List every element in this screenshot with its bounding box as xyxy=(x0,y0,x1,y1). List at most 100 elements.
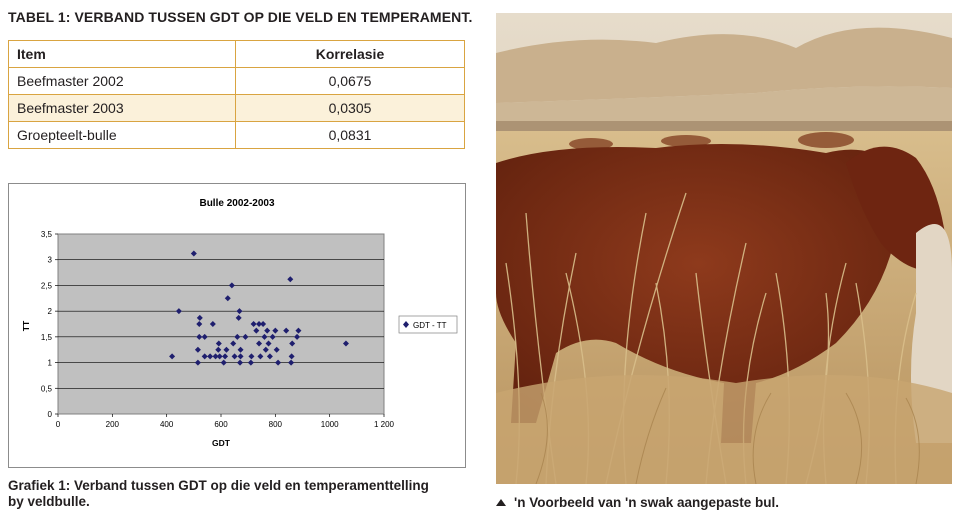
row-item: Groepteelt-bulle xyxy=(8,121,236,149)
x-tick-label: 200 xyxy=(106,420,120,429)
scatter-chart: Bulle 2002-2003 0 0,5 1 1,5 2 2,5 3 3,5 0 200 400 6… xyxy=(21,198,458,448)
row-item: Beefmaster 2002 xyxy=(8,67,236,95)
table-row: Beefmaster 2003 0,0305 xyxy=(8,94,465,122)
data-point xyxy=(294,333,301,340)
row-value: 0,0675 xyxy=(235,67,465,95)
x-axis-label: GDT xyxy=(212,438,231,448)
x-tick-label: 0 xyxy=(56,420,61,429)
data-point xyxy=(275,359,282,366)
x-tick-label: 400 xyxy=(160,420,174,429)
data-point xyxy=(248,353,255,360)
table-title: TABEL 1: VERBAND TUSSEN GDT OP DIE VELD … xyxy=(8,9,473,25)
data-point xyxy=(237,346,244,353)
data-point xyxy=(215,340,222,347)
chart-title: Bulle 2002-2003 xyxy=(199,198,274,209)
data-point xyxy=(194,359,201,366)
data-point xyxy=(209,321,216,327)
data-point xyxy=(201,333,208,340)
data-point xyxy=(234,333,241,340)
data-point xyxy=(266,353,273,360)
data-point xyxy=(264,327,271,334)
data-point xyxy=(242,333,249,340)
row-item: Beefmaster 2003 xyxy=(8,94,236,122)
data-point xyxy=(222,353,229,360)
data-point xyxy=(231,353,238,360)
data-point xyxy=(342,340,349,347)
data-point xyxy=(272,327,279,334)
table-row: Groepteelt-bulle 0,0831 xyxy=(8,121,465,149)
photo-caption: 'n Voorbeeld van 'n swak aangepaste bul. xyxy=(496,495,779,510)
data-point xyxy=(196,314,203,321)
y-tick-label: 1,5 xyxy=(41,333,53,342)
legend-label: GDT - TT xyxy=(413,321,447,330)
data-point xyxy=(237,359,244,366)
data-point xyxy=(169,353,176,360)
grid-lines xyxy=(58,259,384,389)
table-header-row: Item Korrelasie xyxy=(8,40,465,68)
triangle-up-icon xyxy=(496,499,506,506)
legend-marker xyxy=(403,321,409,328)
data-point xyxy=(265,340,272,347)
data-point xyxy=(287,276,294,283)
data-point xyxy=(256,321,263,327)
data-point xyxy=(194,346,201,353)
x-tick-label: 800 xyxy=(269,420,283,429)
data-point xyxy=(215,346,222,353)
photo-caption-text: 'n Voorbeeld van 'n swak aangepaste bul. xyxy=(514,495,779,510)
data-point xyxy=(261,333,268,340)
data-point xyxy=(236,308,243,315)
data-point xyxy=(190,250,197,257)
data-point xyxy=(196,333,203,340)
data-point xyxy=(256,340,263,347)
axes: 0 0,5 1 1,5 2 2,5 3 3,5 0 200 400 600 800 1000 1 200 xyxy=(41,230,395,429)
y-tick-label: 0,5 xyxy=(41,384,53,393)
chart-legend: GDT - TT xyxy=(398,315,458,334)
data-point xyxy=(216,353,223,360)
photo-illustration xyxy=(496,13,952,485)
table-row: Beefmaster 2002 0,0675 xyxy=(8,67,465,95)
x-tick-label: 1 200 xyxy=(374,420,395,429)
data-points xyxy=(169,250,349,366)
data-point xyxy=(289,340,296,347)
data-point xyxy=(201,353,208,360)
y-tick-label: 2,5 xyxy=(41,281,53,290)
header-item: Item xyxy=(8,40,236,68)
data-point xyxy=(262,346,269,353)
data-point xyxy=(295,327,302,334)
data-point xyxy=(228,282,235,289)
y-tick-label: 3,5 xyxy=(41,230,53,239)
data-point xyxy=(288,353,295,360)
x-tick-label: 1000 xyxy=(321,420,339,429)
x-tick-label: 600 xyxy=(214,420,228,429)
row-value: 0,0305 xyxy=(235,94,465,122)
data-point xyxy=(224,295,231,302)
data-point xyxy=(223,346,230,353)
chart-frame: Bulle 2002-2003 0 0,5 1 1,5 2 2,5 3 3,5 0 200 400 6… xyxy=(8,183,466,468)
y-tick-label: 3 xyxy=(48,256,53,265)
data-point xyxy=(237,353,244,360)
data-point xyxy=(260,321,267,327)
data-point xyxy=(257,353,264,360)
data-point xyxy=(283,327,290,334)
data-point xyxy=(269,333,276,340)
data-point xyxy=(212,353,219,360)
plot-area xyxy=(57,233,385,415)
y-tick-label: 0 xyxy=(48,410,53,419)
data-point xyxy=(220,359,227,366)
data-point xyxy=(235,314,242,321)
data-point xyxy=(175,308,182,315)
chart-caption: Grafiek 1: Verband tussen GDT op die vel… xyxy=(8,478,429,509)
y-tick-label: 1 xyxy=(48,359,53,368)
data-point xyxy=(247,359,254,366)
data-point xyxy=(288,359,295,366)
data-point xyxy=(273,346,280,353)
legend-box xyxy=(398,315,458,334)
header-correlation: Korrelasie xyxy=(235,40,465,68)
data-point xyxy=(207,353,214,360)
data-point xyxy=(196,321,203,327)
correlation-table: Item Korrelasie Beefmaster 2002 0,0675 B… xyxy=(8,40,465,149)
y-tick-label: 2 xyxy=(48,307,53,316)
y-axis-label: TT xyxy=(21,320,31,331)
data-point xyxy=(253,327,260,334)
data-point xyxy=(250,321,257,327)
